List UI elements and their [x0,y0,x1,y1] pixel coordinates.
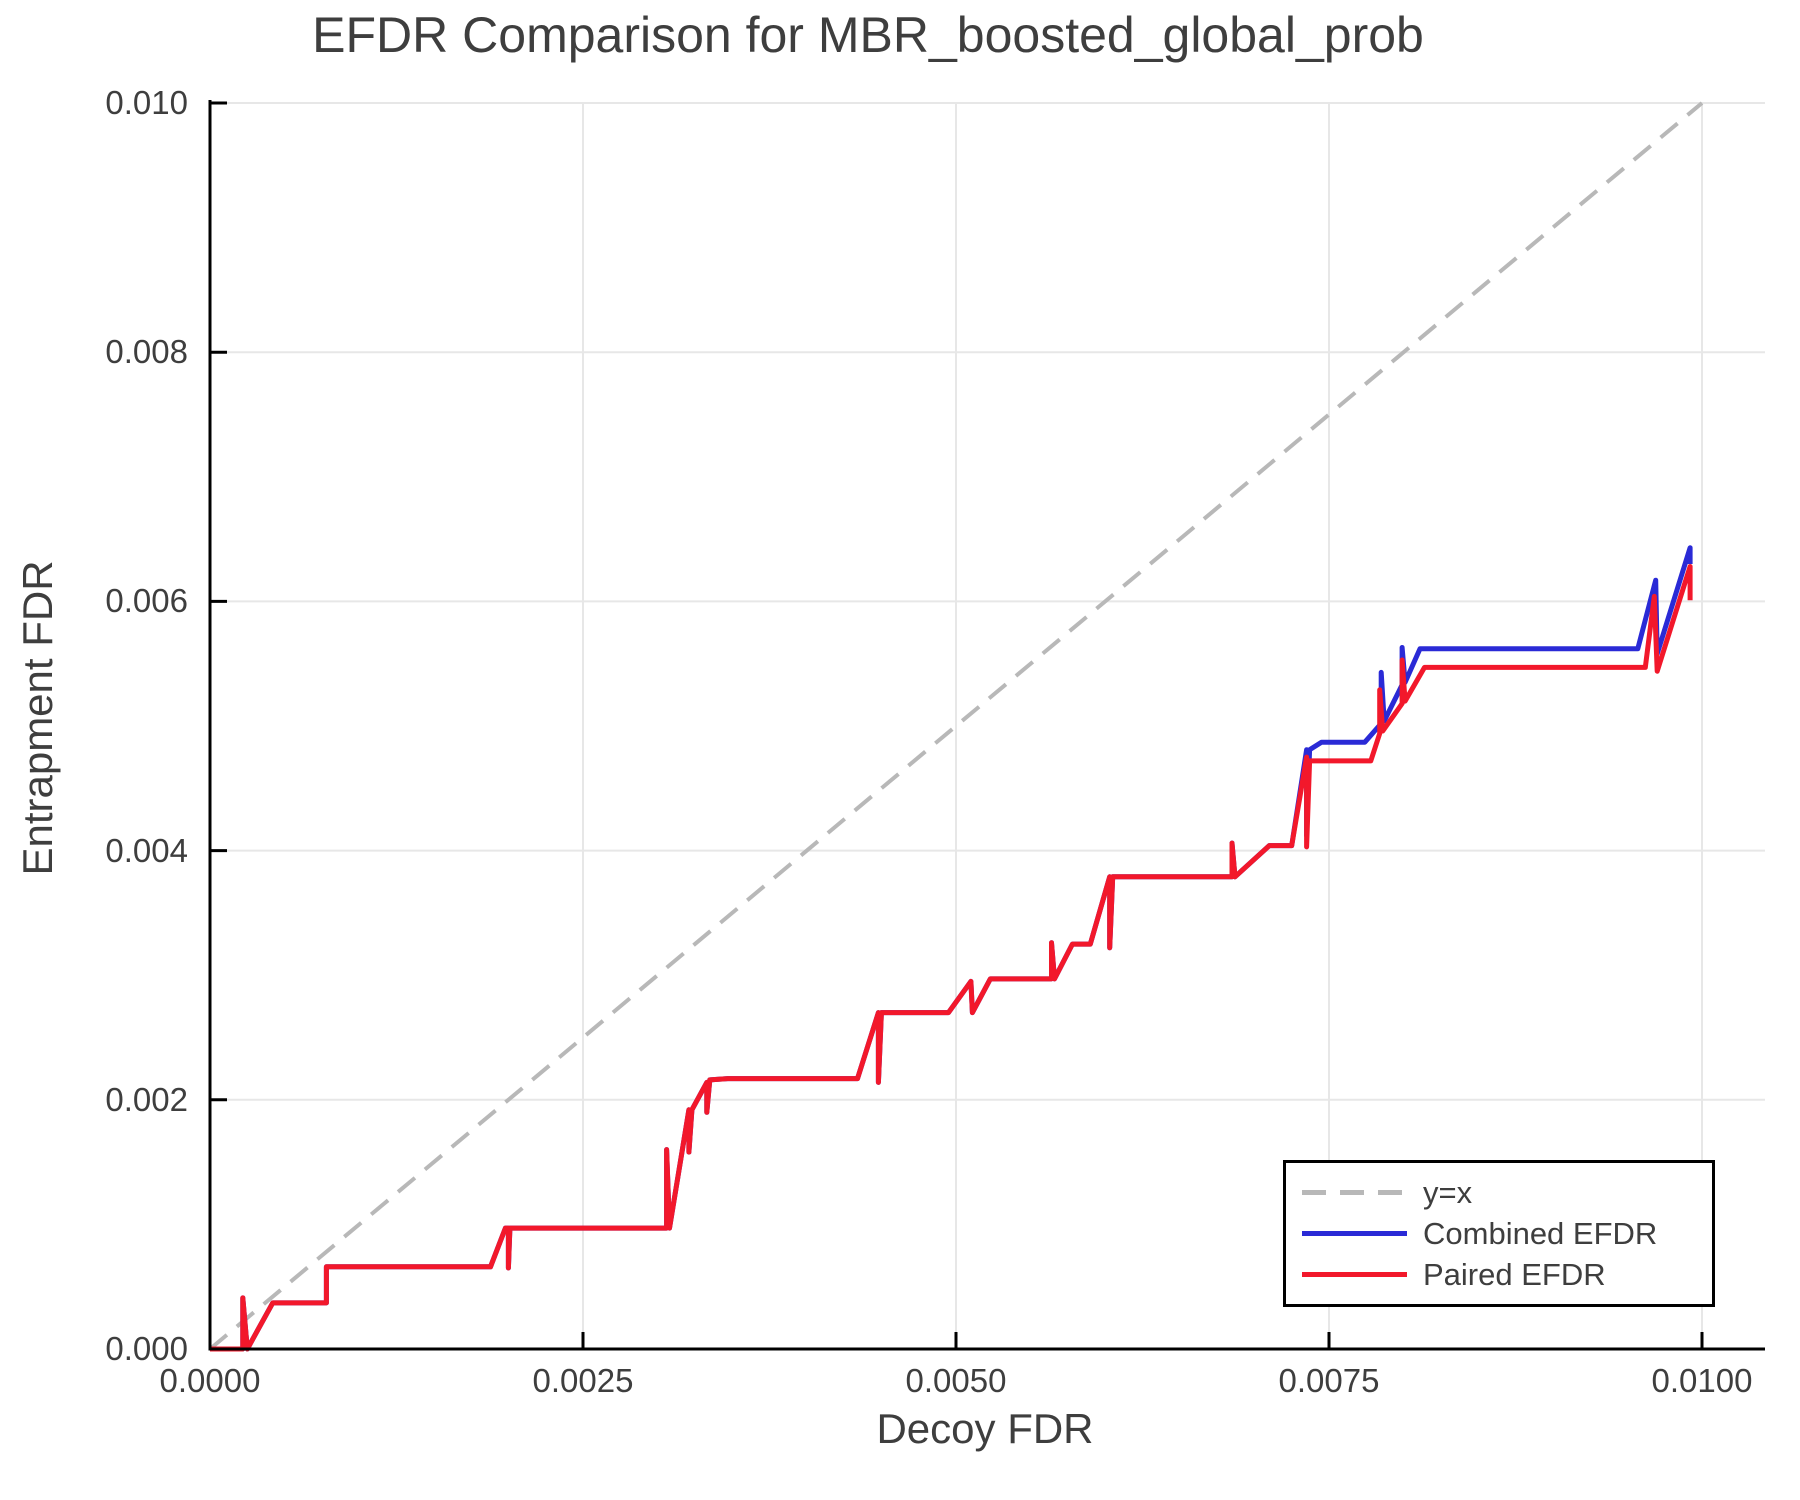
y-tick-label: 0.006 [105,582,188,619]
y-tick-label: 0.002 [105,1081,188,1118]
x-tick-label: 0.0025 [532,1362,634,1399]
legend-label: Combined EFDR [1423,1215,1658,1251]
x-tick-label: 0.0075 [1278,1362,1380,1399]
y-tick-label: 0.000 [105,1330,188,1367]
legend-item-paired-efdr: Paired EFDR [1302,1256,1712,1293]
y-tick-label: 0.010 [105,84,188,121]
x-tick-label: 0.0050 [905,1362,1007,1399]
x-axis-label: Decoy FDR [876,1405,1094,1452]
legend-item-yx: y=x [1302,1174,1712,1211]
solid-line-sample-icon [1302,1272,1407,1277]
legend-item-combined-efdr: Combined EFDR [1302,1215,1712,1252]
axes-spines-ticks [208,100,1765,1351]
solid-line-sample-icon [1302,1231,1407,1236]
x-tick-label: 0.0000 [159,1362,261,1399]
y-tick-label: 0.008 [105,333,188,370]
series-paired-efdr [210,564,1693,1352]
series-y-x [208,101,1704,1351]
chart-title: EFDR Comparison for MBR_boosted_global_p… [312,7,1424,63]
y-tick-label: 0.004 [105,832,188,869]
dashed-line-sample-icon [1302,1190,1407,1195]
x-tick-label: 0.0100 [1651,1362,1753,1399]
legend-label: y=x [1423,1174,1473,1210]
data-series [208,101,1704,1352]
legend: y=x Combined EFDR Paired EFDR [1283,1160,1715,1307]
legend-label: Paired EFDR [1423,1256,1606,1292]
